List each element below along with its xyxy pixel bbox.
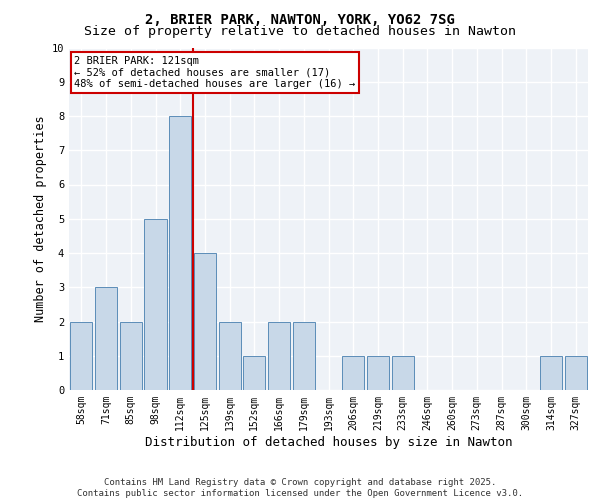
- Text: 2 BRIER PARK: 121sqm
← 52% of detached houses are smaller (17)
48% of semi-detac: 2 BRIER PARK: 121sqm ← 52% of detached h…: [74, 56, 355, 90]
- Bar: [342, 356, 364, 390]
- Bar: [565, 356, 587, 390]
- X-axis label: Distribution of detached houses by size in Nawton: Distribution of detached houses by size …: [145, 436, 512, 448]
- Bar: [367, 356, 389, 390]
- Text: Size of property relative to detached houses in Nawton: Size of property relative to detached ho…: [84, 25, 516, 38]
- Bar: [218, 322, 241, 390]
- Bar: [145, 219, 167, 390]
- Bar: [119, 322, 142, 390]
- Y-axis label: Number of detached properties: Number of detached properties: [34, 116, 47, 322]
- Bar: [95, 287, 117, 390]
- Text: 2, BRIER PARK, NAWTON, YORK, YO62 7SG: 2, BRIER PARK, NAWTON, YORK, YO62 7SG: [145, 12, 455, 26]
- Bar: [268, 322, 290, 390]
- Text: Contains HM Land Registry data © Crown copyright and database right 2025.
Contai: Contains HM Land Registry data © Crown c…: [77, 478, 523, 498]
- Bar: [169, 116, 191, 390]
- Bar: [293, 322, 315, 390]
- Bar: [243, 356, 265, 390]
- Bar: [70, 322, 92, 390]
- Bar: [392, 356, 414, 390]
- Bar: [540, 356, 562, 390]
- Bar: [194, 253, 216, 390]
